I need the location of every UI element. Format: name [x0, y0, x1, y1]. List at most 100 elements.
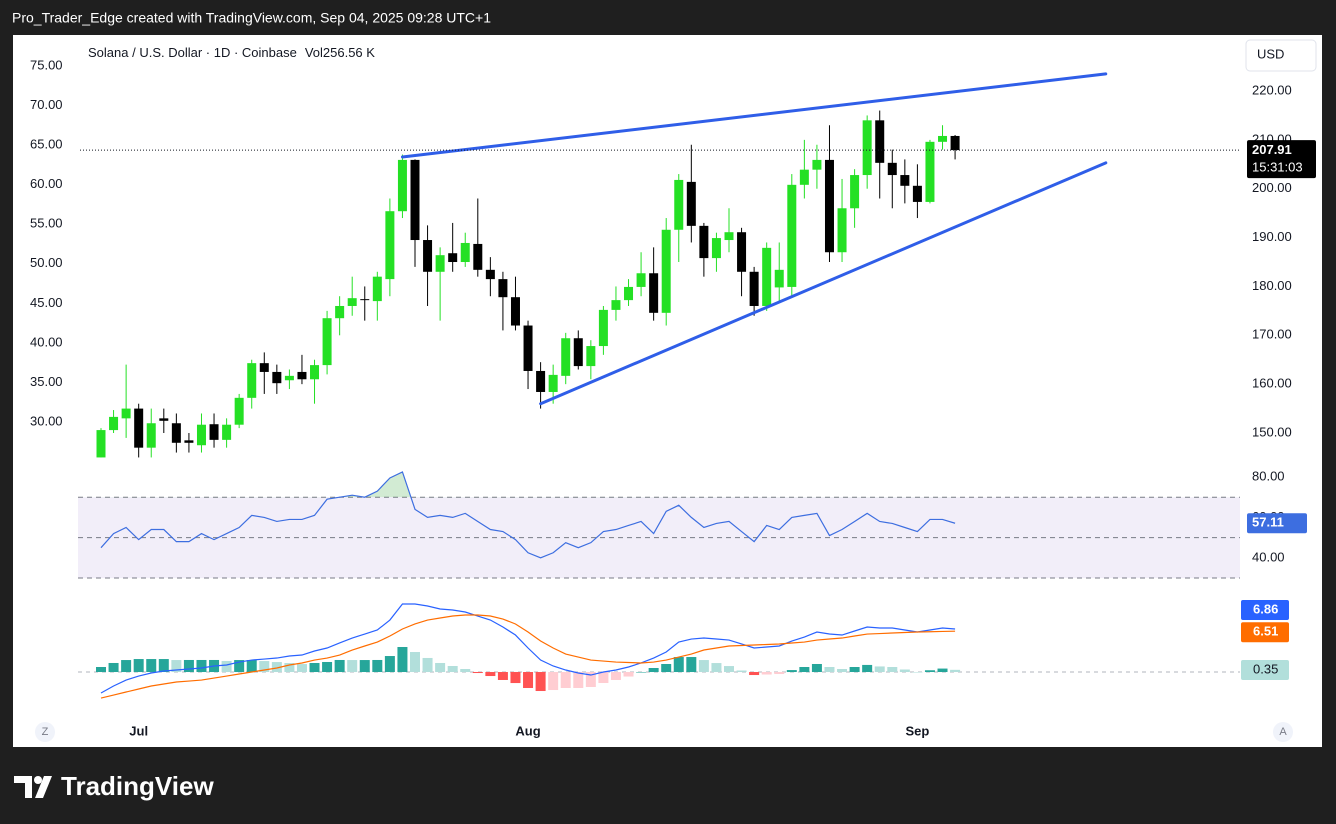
candle-body [611, 300, 621, 310]
histogram-bar [560, 672, 571, 689]
histogram-bar [359, 660, 370, 673]
trendline [400, 72, 1108, 159]
histogram-bar [736, 670, 747, 673]
histogram-bar [623, 672, 634, 677]
histogram-bar [874, 666, 885, 673]
histogram-bar [749, 672, 760, 676]
left-axis-label: 50.00 [30, 255, 63, 270]
candle-body [774, 269, 784, 288]
histogram-bar [523, 672, 534, 689]
candle-body [598, 309, 608, 347]
histogram-bar [711, 663, 722, 673]
signal-value-label: 6.51 [1253, 624, 1278, 639]
left-axis-label: 70.00 [30, 97, 63, 112]
histogram-bar [422, 657, 433, 673]
candle-body [234, 397, 244, 425]
histogram-bar [510, 672, 521, 684]
symbol-title: Solana / U.S. Dollar · 1D · Coinbase [88, 45, 297, 60]
candle-body [109, 416, 119, 431]
candle-body [624, 286, 634, 301]
histogram-bar [824, 667, 835, 673]
histogram-bar [133, 659, 144, 673]
macd-value-box [1241, 600, 1289, 621]
histogram-bar [96, 667, 106, 673]
macd-line [100, 603, 956, 694]
histogram-bar [535, 672, 546, 692]
candle-body [887, 162, 897, 176]
histogram-bar [862, 664, 873, 673]
histogram-bar [497, 672, 508, 680]
candle-body [284, 375, 294, 381]
histogram-bar [585, 672, 596, 688]
candle-body [297, 371, 307, 380]
histogram-bar [472, 672, 483, 674]
candle-body [636, 273, 646, 287]
candle-body [372, 276, 382, 302]
histogram-bar [661, 663, 672, 673]
zoom-label: Z [42, 726, 49, 738]
x-tick-label: Sep [905, 723, 929, 738]
histogram-bar [121, 660, 132, 673]
histogram-bar [171, 660, 182, 673]
candle-body [812, 159, 822, 170]
logo-slash [35, 776, 52, 798]
x-tick-label: Jul [129, 723, 148, 738]
histogram-bar [372, 659, 383, 673]
left-axis-label: 45.00 [30, 295, 63, 310]
histogram-bar [384, 656, 395, 673]
histogram-bar [108, 662, 119, 673]
last-price-box [1247, 140, 1316, 179]
histogram-bar [811, 663, 822, 673]
candle-body [661, 229, 671, 313]
left-axis-label: 55.00 [30, 216, 63, 231]
histogram-bar [410, 652, 420, 673]
candle-body [586, 346, 596, 367]
candle-body [222, 424, 232, 440]
auto-button[interactable] [1273, 722, 1293, 742]
candle-body [360, 299, 370, 301]
candle-body [460, 242, 470, 263]
histogram-bar [724, 666, 734, 673]
histogram-bar [610, 672, 621, 680]
candle-body [385, 211, 395, 280]
candles [96, 72, 1108, 458]
candle-body [523, 325, 533, 371]
histogram-bar [284, 663, 295, 673]
histogram-bar [221, 660, 232, 673]
x-tick-label: Aug [515, 723, 540, 738]
rsi-axis-label: 40.00 [1252, 549, 1285, 564]
histogram-bar [460, 669, 471, 673]
histogram-bar [158, 659, 169, 673]
auto-label: A [1279, 726, 1287, 738]
candle-body [749, 271, 759, 306]
histogram-bar [937, 668, 948, 673]
left-axis-label: 75.00 [30, 57, 63, 72]
left-axis-label: 40.00 [30, 334, 63, 349]
candle-body [799, 169, 809, 185]
currency-label: USD [1257, 46, 1284, 61]
rsi-value-box [1247, 513, 1307, 534]
histogram-bar [573, 672, 584, 689]
histogram-bar [548, 672, 559, 691]
histogram-bar [322, 661, 333, 673]
histogram-bar [786, 670, 797, 673]
logo-shape [14, 776, 32, 798]
histogram-bar [648, 668, 659, 673]
candle-body [96, 430, 106, 458]
currency-button[interactable] [1245, 39, 1317, 72]
candle-body [397, 159, 407, 212]
zoom-button[interactable] [35, 722, 55, 742]
candle-body [259, 363, 269, 372]
candle-body [410, 159, 420, 241]
candle-body [473, 243, 483, 270]
histogram-bar [196, 659, 207, 673]
histogram-bar [309, 662, 320, 673]
candle-body [900, 175, 910, 186]
candle-body [862, 120, 872, 176]
candle-body [548, 374, 558, 392]
candle-body [699, 225, 709, 259]
candle-body [159, 418, 169, 421]
histogram-value-label: 0.35 [1253, 661, 1278, 676]
histogram-bar [686, 657, 697, 673]
